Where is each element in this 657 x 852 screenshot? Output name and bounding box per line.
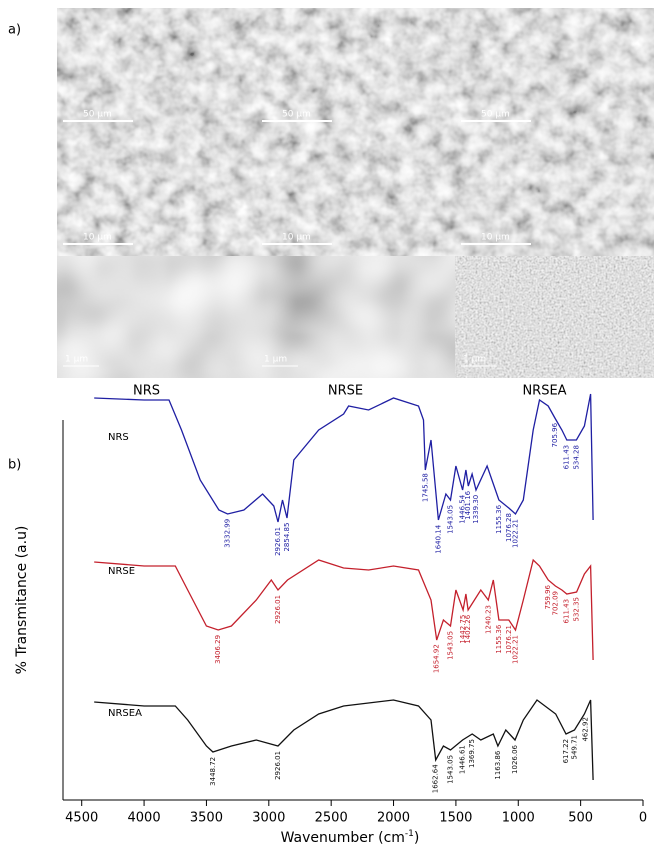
figure: 50 µm 50 µm 50 µm 10 µm 10 µm 10 µm 1 µm 1 µm 1 … bbox=[0, 0, 657, 848]
x-tick-label: 500 bbox=[568, 811, 593, 826]
peak-label: 2926.01 bbox=[274, 595, 282, 624]
peak-label: 532.35 bbox=[573, 597, 581, 622]
series-label: NRS bbox=[108, 432, 129, 443]
column-label: NRS bbox=[133, 384, 160, 399]
x-tick-label: 1000 bbox=[502, 811, 535, 826]
x-axis-title-text: Wavenumber (cm bbox=[281, 830, 405, 846]
peak-label: 462.92 bbox=[581, 717, 589, 742]
x-tick-label: 4500 bbox=[65, 811, 98, 826]
scale-bar-label: 10 µm bbox=[282, 233, 311, 243]
peak-label: 702.09 bbox=[551, 591, 559, 616]
x-tick-label: 3500 bbox=[190, 811, 223, 826]
y-axis-title: % Transmitance (a.u) bbox=[14, 526, 30, 675]
peak-label: 2854.85 bbox=[283, 523, 291, 552]
peak-label: 1022.21 bbox=[511, 635, 519, 664]
x-tick-label: 0 bbox=[639, 811, 647, 826]
peak-label: 1339.30 bbox=[472, 495, 480, 524]
peak-label: 1745.58 bbox=[421, 473, 429, 502]
panel-label: a) bbox=[8, 23, 21, 38]
peak-label: 1026.06 bbox=[511, 744, 519, 773]
column-label: NRSE bbox=[328, 384, 363, 399]
peak-label: 2926.01 bbox=[274, 751, 282, 780]
x-tick-label: 2500 bbox=[315, 811, 348, 826]
peak-label: 1240.23 bbox=[484, 605, 492, 634]
peak-label: 1022.21 bbox=[511, 519, 519, 548]
peak-label: 1446.61 bbox=[459, 745, 467, 774]
spectrum-line bbox=[94, 394, 593, 522]
peak-label: 1369.75 bbox=[468, 739, 476, 768]
peak-label: 1155.36 bbox=[495, 504, 503, 533]
peak-label: 1662.64 bbox=[432, 764, 440, 793]
peak-label: 1155.36 bbox=[495, 624, 503, 653]
scale-bar-label: 1 µm bbox=[264, 355, 287, 365]
scale-bar-label: 50 µm bbox=[83, 110, 112, 120]
peak-label: 1543.05 bbox=[446, 505, 454, 534]
column-label: NRSEA bbox=[522, 384, 566, 399]
peak-label: 534.28 bbox=[572, 445, 580, 470]
peak-label: 549.71 bbox=[570, 735, 578, 760]
scale-bar-label: 1 µm bbox=[65, 355, 88, 365]
peak-label: 1654.92 bbox=[433, 644, 441, 673]
peak-label: 1543.05 bbox=[446, 631, 454, 660]
peak-label: 611.43 bbox=[563, 599, 571, 624]
x-tick-label: 2000 bbox=[377, 811, 410, 826]
series-label: NRSEA bbox=[108, 708, 142, 719]
x-axis-title-end: ) bbox=[414, 830, 419, 846]
peak-label: 3406.29 bbox=[214, 635, 222, 664]
peak-label: 2926.01 bbox=[274, 527, 282, 556]
peak-label: 1163.86 bbox=[494, 750, 502, 779]
x-tick-label: 1500 bbox=[439, 811, 472, 826]
scale-bar-label: 50 µm bbox=[481, 110, 510, 120]
scale-bar-label: 1 µm bbox=[463, 355, 486, 365]
x-axis-title-sup: -1 bbox=[405, 829, 414, 839]
scale-bar-label: 50 µm bbox=[282, 110, 311, 120]
peak-label: 3332.99 bbox=[223, 519, 231, 548]
peak-label: 1640.14 bbox=[434, 524, 442, 553]
peak-label: 3448.72 bbox=[209, 757, 217, 786]
peak-label: 1402.26 bbox=[464, 614, 472, 643]
peak-label: 1543.05 bbox=[446, 755, 454, 784]
x-axis-title: Wavenumber (cm-1) bbox=[281, 829, 420, 847]
scale-bar-label: 10 µm bbox=[83, 233, 112, 243]
x-tick-label: 3000 bbox=[252, 811, 285, 826]
peak-label: 705.96 bbox=[551, 422, 559, 447]
scale-bar-label: 10 µm bbox=[481, 233, 510, 243]
series-label: NRSE bbox=[108, 566, 135, 577]
x-tick-label: 4000 bbox=[128, 811, 161, 826]
peak-label: 617.22 bbox=[562, 739, 570, 764]
peak-label: 611.43 bbox=[563, 445, 571, 470]
sem-grid: 50 µm 50 µm 50 µm 10 µm 10 µm 10 µm 1 µm 1 µm 1 … bbox=[57, 8, 654, 378]
panel-label: b) bbox=[8, 458, 21, 473]
